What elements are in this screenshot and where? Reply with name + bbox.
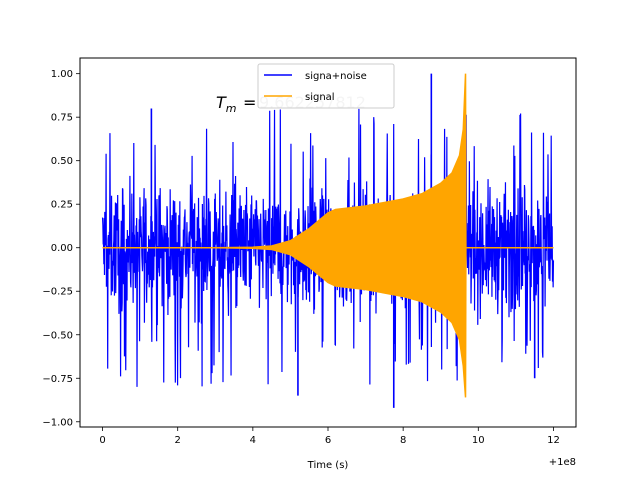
y-tick-label: −0.50 [42,330,73,341]
x-tick-label: 8 [400,435,406,446]
y-tick-label: 0.50 [51,156,73,167]
series-signal-noise-spikes [150,73,536,408]
legend-label-signal: signal [305,92,335,103]
x-axis-title: Time (s) [307,460,349,471]
series-signal [102,73,554,398]
series-layer [101,73,555,408]
y-axis: −1.00 −0.75 −0.50 −0.25 0.00 0.25 0.50 0.75 1.00 [42,69,80,428]
y-tick-label: −0.75 [42,374,73,385]
y-tick-label: 0.25 [51,200,73,211]
x-offset-label: +1e8 [549,457,576,468]
x-tick-label: 12 [547,435,560,446]
tm-math-subscript: m [226,102,237,115]
y-tick-label: 0.00 [51,243,73,254]
x-tick-label: 2 [175,435,181,446]
x-tick-label: 4 [250,435,256,446]
tm-equals: = [243,93,256,112]
x-tick-label: 10 [472,435,485,446]
x-axis: 0 2 4 6 8 10 12 [99,427,560,446]
legend: signa+noise signal [257,63,395,109]
y-tick-label: −1.00 [42,417,73,428]
y-tick-label: 0.75 [51,113,73,124]
legend-label-signal-noise: signa+noise [305,71,367,82]
x-tick-label: 0 [99,435,105,446]
y-tick-label: −0.25 [42,287,73,298]
x-tick-label: 6 [325,435,331,446]
tm-annotation-label: Tm [216,93,237,115]
y-tick-label: 1.00 [51,69,73,80]
tm-math-symbol: T [216,93,227,112]
